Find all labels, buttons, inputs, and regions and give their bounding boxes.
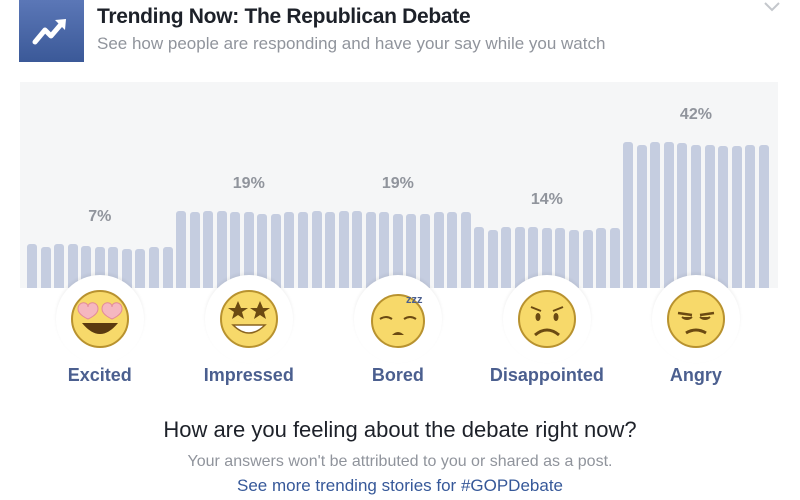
trend-bar [555, 228, 566, 288]
privacy-note: Your answers won't be attributed to you … [187, 453, 613, 470]
reaction-label[interactable]: Angry [669, 365, 722, 385]
trend-bar [365, 212, 376, 288]
reaction-chart: 7% 19% 19% 14% 42% [20, 82, 778, 288]
see-more-link[interactable]: See more trending stories for #GOPDebate [237, 476, 563, 495]
sleepy-emoji-icon[interactable]: zzz [368, 289, 428, 349]
trend-bar [54, 244, 65, 288]
trend-bar [758, 144, 769, 288]
trend-bar [27, 244, 37, 288]
trend-bar [162, 247, 173, 288]
trend-bar [636, 144, 647, 288]
trend-bar [243, 212, 254, 288]
trend-bar [474, 226, 485, 288]
trend-bar [460, 212, 471, 288]
percent-label: 19% [381, 174, 414, 192]
trend-bar [690, 144, 701, 288]
trend-bar [541, 228, 552, 288]
reaction-label[interactable]: Disappointed [489, 365, 604, 385]
page-subtitle: See how people are responding and have y… [97, 34, 606, 53]
trend-bar [650, 142, 661, 288]
page-title: Trending Now: The Republican Debate [97, 5, 471, 28]
trend-bar [501, 226, 512, 288]
trend-bar [704, 144, 715, 288]
trend-bar [176, 210, 187, 288]
percent-label: 19% [232, 174, 265, 192]
percent-label: 14% [530, 190, 563, 208]
trend-bar [677, 143, 688, 288]
trend-bar [189, 212, 200, 288]
trend-bar [40, 247, 51, 288]
trend-bar [298, 212, 308, 288]
trend-bar [203, 210, 214, 288]
trend-bar [216, 210, 227, 288]
trend-bar [148, 247, 159, 288]
trend-bar [392, 213, 403, 288]
trend-bar [338, 210, 349, 288]
heart-eyes-emoji-icon[interactable] [70, 289, 130, 349]
trend-bar [108, 247, 119, 288]
trend-bar [487, 229, 498, 288]
trend-bar [718, 146, 729, 288]
trend-bar [379, 212, 390, 288]
chevron-down-icon[interactable] [763, 0, 781, 18]
reaction-label[interactable]: Bored [371, 365, 424, 385]
trend-bar [135, 248, 146, 288]
trend-bar [447, 212, 458, 288]
trend-bar [67, 244, 78, 288]
trend-bar [406, 213, 417, 288]
trend-bar [609, 228, 620, 288]
trend-bar [663, 142, 674, 288]
trend-bar [528, 226, 539, 288]
trend-bar [731, 146, 742, 288]
trend-bar [514, 226, 525, 288]
reaction-label[interactable]: Excited [67, 365, 132, 385]
trend-bar [325, 212, 336, 288]
disappointed-emoji-icon[interactable] [517, 289, 577, 349]
trend-bar [569, 229, 579, 288]
svg-text:zzz: zzz [406, 294, 423, 306]
trend-bar [745, 144, 756, 288]
question-text: How are you feeling about the debate rig… [163, 417, 637, 442]
trend-bar [623, 142, 634, 288]
trend-bar [433, 212, 444, 288]
trend-bar [270, 213, 281, 288]
trend-bar [352, 210, 363, 288]
trending-logo [19, 0, 84, 62]
trend-bar [419, 213, 430, 288]
trend-bar [582, 229, 593, 288]
trending-arrow-icon [32, 19, 66, 45]
trend-bar [81, 245, 92, 288]
star-eyes-emoji-icon[interactable] [219, 289, 279, 349]
trend-bar [257, 213, 268, 288]
reaction-label[interactable]: Impressed [203, 365, 294, 385]
trend-bar [230, 212, 241, 288]
percent-label: 7% [88, 208, 112, 226]
trend-bar [94, 247, 105, 288]
trend-bar [121, 248, 132, 288]
trend-bar [596, 228, 607, 288]
trend-bar [311, 210, 322, 288]
angry-emoji-icon[interactable] [666, 289, 726, 349]
percent-label: 42% [679, 106, 712, 123]
trend-bar [284, 212, 295, 288]
